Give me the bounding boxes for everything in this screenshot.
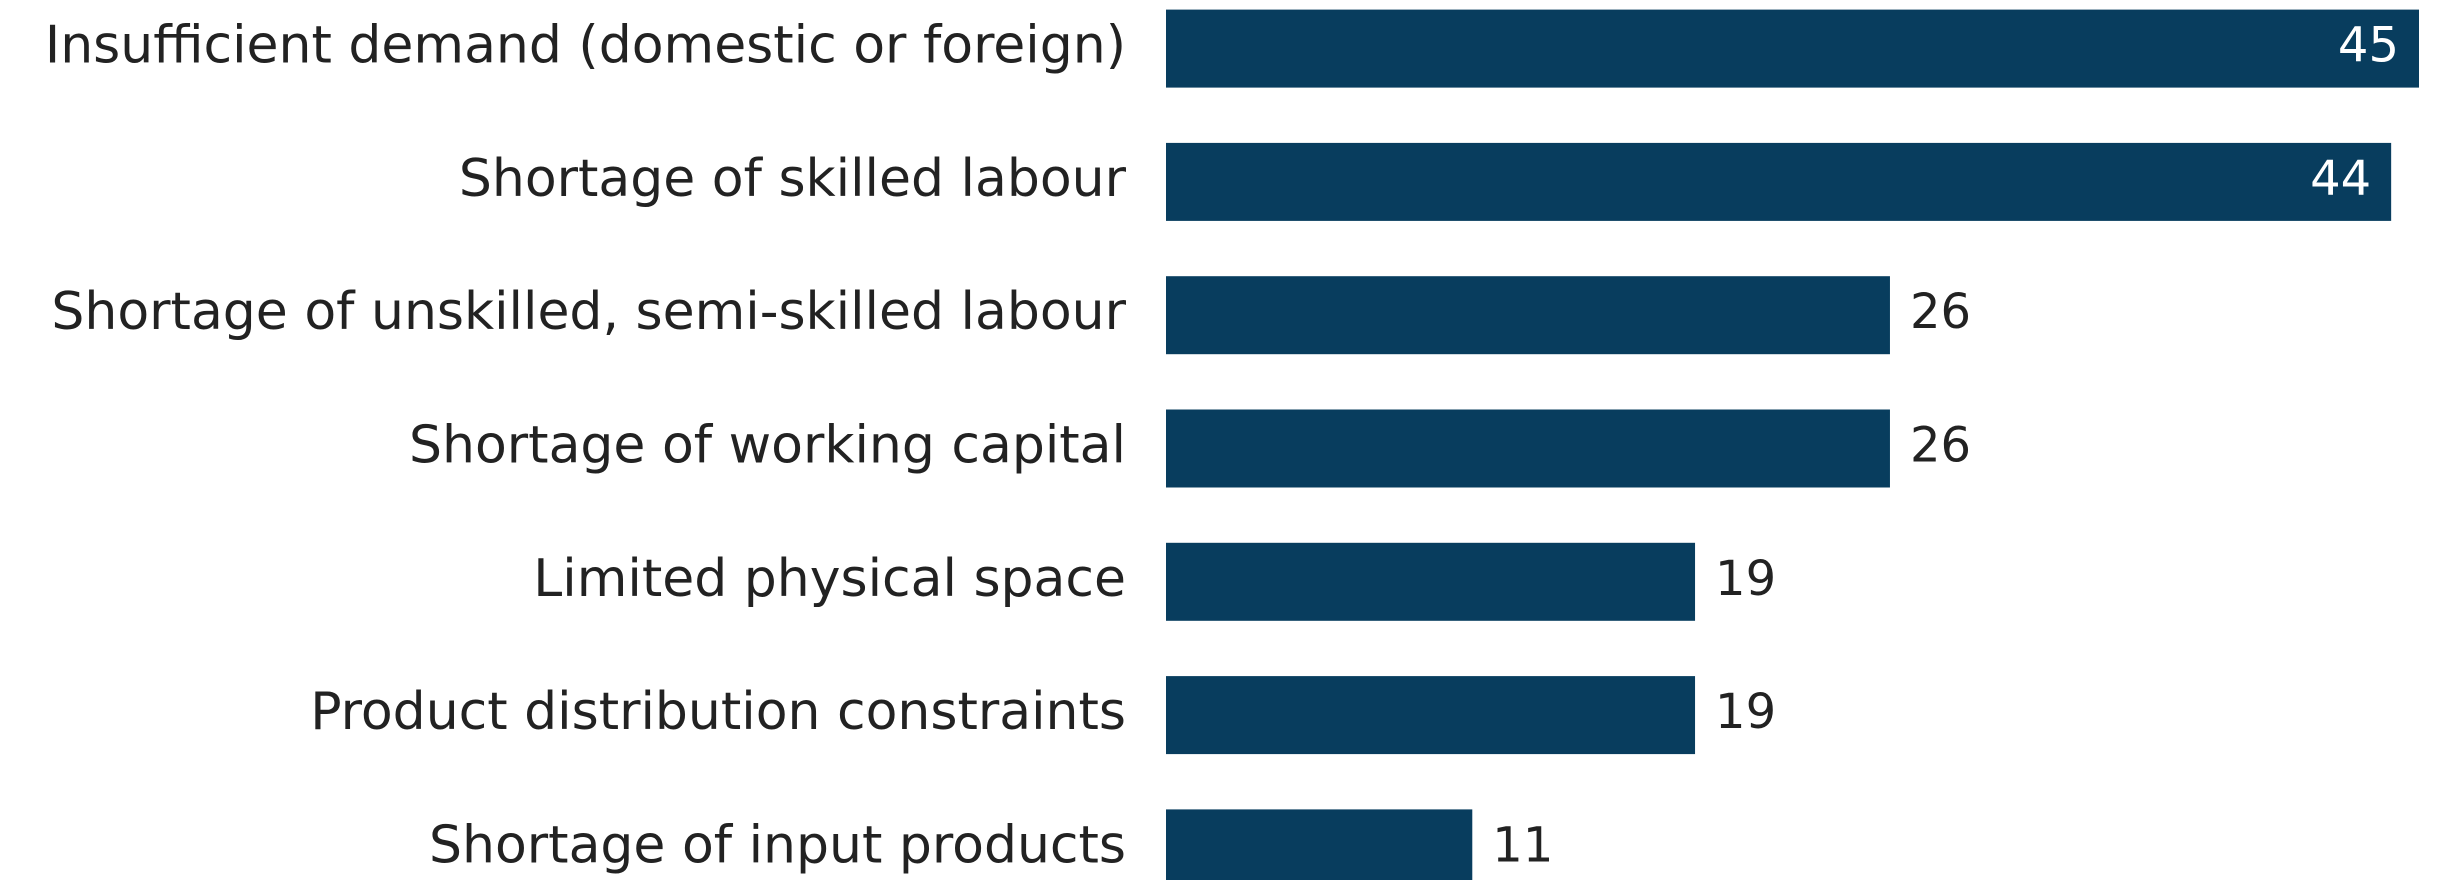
value-label: 19	[1715, 684, 1776, 740]
value-label: 44	[2310, 151, 2371, 207]
value-label: 19	[1715, 551, 1776, 607]
category-label: Insufficient demand (domestic or foreign…	[45, 16, 1126, 76]
category-label: Product distribution constraints	[310, 682, 1126, 742]
value-label: 26	[1910, 284, 1971, 340]
value-label: 45	[2338, 18, 2399, 74]
category-label: Shortage of unskilled, semi-skilled labo…	[51, 282, 1126, 342]
category-label: Shortage of input products	[429, 815, 1126, 875]
value-label: 26	[1910, 418, 1971, 474]
bar	[1166, 142, 2392, 221]
category-label: Shortage of skilled labour	[459, 149, 1127, 209]
bar	[1166, 809, 1473, 880]
category-label: Limited physical space	[533, 549, 1126, 609]
category-label: Shortage of working capital	[409, 416, 1126, 476]
bar	[1166, 9, 2419, 88]
bar	[1166, 409, 1890, 488]
bar	[1166, 276, 1890, 355]
bar	[1166, 676, 1696, 755]
bar	[1166, 542, 1696, 621]
value-label: 11	[1492, 817, 1553, 873]
